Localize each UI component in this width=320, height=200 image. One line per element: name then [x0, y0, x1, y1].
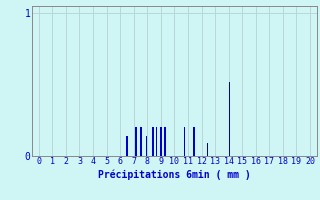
- Bar: [156, 127, 157, 156]
- Bar: [126, 136, 128, 156]
- Bar: [160, 127, 162, 156]
- Bar: [140, 127, 142, 156]
- Bar: [184, 127, 185, 156]
- Bar: [164, 127, 165, 156]
- Bar: [146, 136, 148, 156]
- Bar: [135, 127, 137, 156]
- X-axis label: Précipitations 6min ( mm ): Précipitations 6min ( mm ): [98, 169, 251, 180]
- Bar: [228, 82, 230, 156]
- Bar: [193, 127, 195, 156]
- Bar: [207, 143, 208, 156]
- Bar: [152, 127, 154, 156]
